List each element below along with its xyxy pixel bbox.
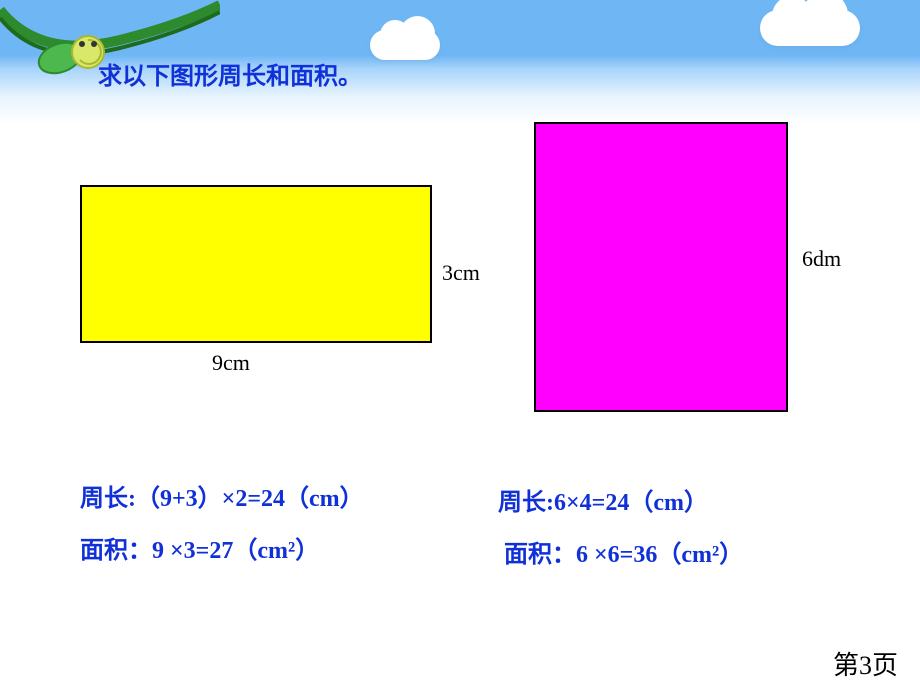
rectangle-perimeter-answer: 周长:（9+3）×2=24（cm） [80,478,364,513]
cloud-decoration [760,10,860,46]
cloud-decoration [370,30,440,60]
yellow-rectangle [80,185,432,343]
rectangle-area-answer: 面积：9 ×3=27（cm²） [80,530,319,565]
rectangle-height-label: 3cm [442,260,480,286]
square-side-label: 6dm [802,246,841,272]
slide-title: 求以下图形周长和面积。 [98,56,362,91]
magenta-square [534,122,788,412]
square-area-answer: 面积：6 ×6=36（cm²） [504,534,743,569]
page-number: 第3页 [833,645,898,682]
rectangle-width-label: 9cm [212,350,250,376]
square-perimeter-answer: 周长:6×4=24（cm） [498,482,708,517]
